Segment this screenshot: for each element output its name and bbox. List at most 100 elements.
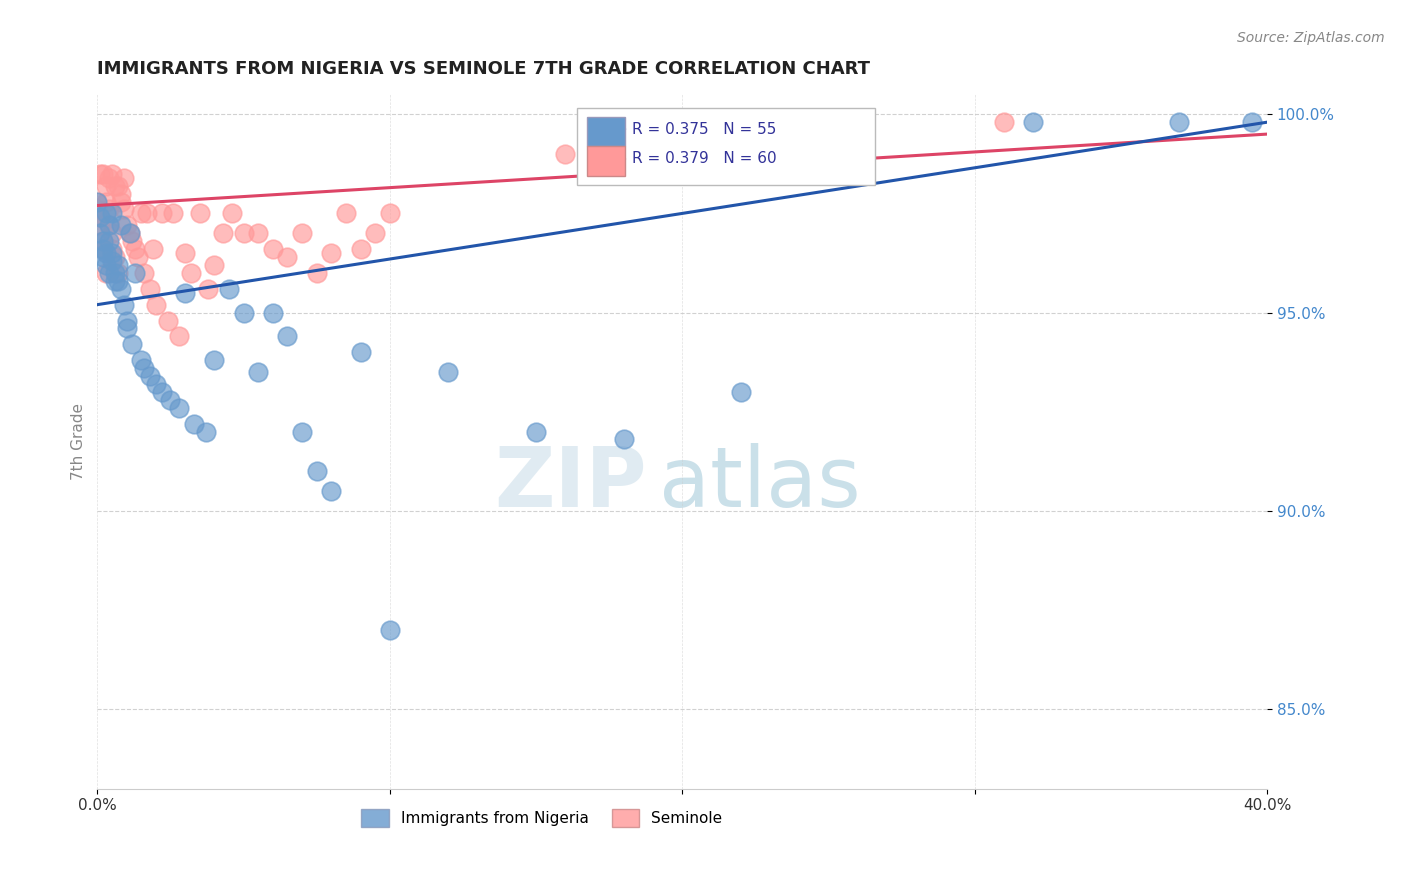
Point: [180, 266, 202, 280]
Point: [98, 219, 121, 233]
Point: [305, 266, 328, 280]
Point: [94, 266, 117, 280]
Point: [613, 433, 636, 447]
Point: [232, 305, 254, 319]
Point: [104, 178, 127, 193]
Point: [91, 234, 114, 248]
Text: Source: ZipAtlas.com: Source: ZipAtlas.com: [1237, 31, 1385, 45]
Point: [1168, 115, 1191, 129]
Point: [1241, 115, 1264, 129]
Point: [94, 246, 117, 260]
Point: [262, 242, 284, 256]
Point: [262, 305, 284, 319]
Point: [86, 194, 108, 209]
Point: [134, 266, 156, 280]
Point: [197, 282, 219, 296]
Y-axis label: 7th Grade: 7th Grade: [72, 403, 86, 480]
Point: [554, 147, 576, 161]
Point: [202, 258, 225, 272]
Point: [291, 226, 314, 240]
Point: [247, 226, 270, 240]
Point: [159, 392, 181, 407]
Point: [145, 376, 167, 391]
Point: [101, 254, 124, 268]
Point: [91, 234, 114, 248]
Point: [202, 353, 225, 368]
Point: [524, 425, 547, 439]
Point: [378, 623, 401, 637]
Legend: Immigrants from Nigeria, Seminole: Immigrants from Nigeria, Seminole: [356, 803, 728, 833]
Point: [107, 258, 129, 272]
Point: [167, 401, 190, 415]
Point: [89, 211, 111, 225]
Point: [221, 206, 243, 220]
Point: [124, 266, 146, 280]
Point: [276, 329, 298, 343]
Text: ZIP: ZIP: [495, 442, 647, 524]
Point: [437, 365, 460, 379]
Point: [276, 250, 298, 264]
FancyBboxPatch shape: [588, 117, 624, 145]
Point: [101, 246, 124, 260]
Point: [101, 226, 124, 240]
Point: [91, 242, 114, 256]
Point: [124, 242, 146, 256]
Point: [139, 369, 162, 384]
Point: [162, 206, 184, 220]
Point: [112, 170, 135, 185]
Point: [98, 202, 121, 217]
Point: [94, 206, 117, 220]
Point: [110, 186, 132, 201]
Point: [86, 194, 108, 209]
Point: [115, 321, 138, 335]
Point: [134, 361, 156, 376]
Point: [89, 219, 111, 233]
Point: [101, 242, 124, 256]
Point: [101, 206, 124, 220]
Point: [247, 365, 270, 379]
Point: [91, 250, 114, 264]
Point: [183, 417, 205, 431]
Point: [1022, 115, 1045, 129]
Point: [139, 282, 162, 296]
Point: [194, 425, 217, 439]
Point: [104, 250, 127, 264]
Point: [127, 250, 149, 264]
Point: [86, 202, 108, 217]
Point: [364, 226, 387, 240]
Point: [188, 206, 211, 220]
Point: [212, 226, 235, 240]
Point: [129, 353, 152, 368]
Point: [321, 484, 343, 499]
Point: [174, 285, 197, 300]
Point: [107, 178, 129, 193]
Point: [91, 167, 114, 181]
Point: [150, 384, 173, 399]
Point: [121, 337, 143, 351]
FancyBboxPatch shape: [576, 108, 875, 185]
Point: [98, 234, 121, 248]
Point: [118, 226, 141, 240]
Point: [112, 298, 135, 312]
Point: [101, 167, 124, 181]
Point: [305, 464, 328, 478]
Point: [98, 219, 121, 233]
Point: [89, 226, 111, 240]
Point: [89, 211, 111, 225]
Point: [98, 266, 121, 280]
Point: [218, 282, 240, 296]
Point: [110, 282, 132, 296]
Point: [112, 202, 135, 217]
Point: [150, 206, 173, 220]
Point: [89, 167, 111, 181]
Point: [129, 206, 152, 220]
Point: [107, 266, 129, 280]
Point: [145, 298, 167, 312]
Point: [110, 194, 132, 209]
Point: [94, 178, 117, 193]
Point: [167, 329, 190, 343]
Text: R = 0.375   N = 55: R = 0.375 N = 55: [631, 121, 776, 136]
Text: atlas: atlas: [659, 442, 860, 524]
Point: [142, 242, 165, 256]
Text: R = 0.379   N = 60: R = 0.379 N = 60: [631, 152, 776, 167]
